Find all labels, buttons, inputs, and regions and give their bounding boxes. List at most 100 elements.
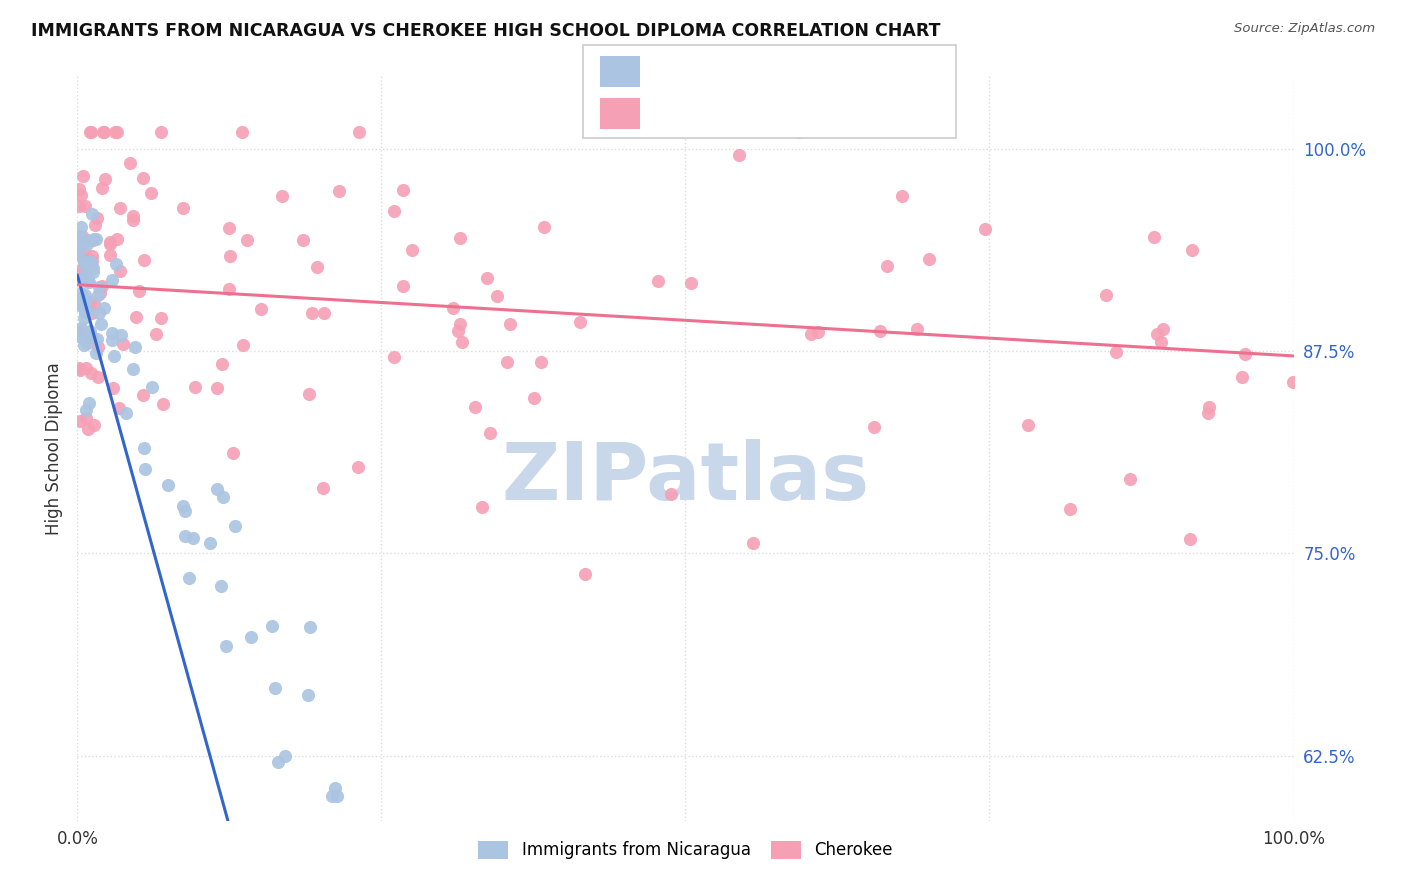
Point (79, 324, 101, 338)
Point (84, 232, 107, 246)
Text: -0.463: -0.463 (703, 62, 765, 80)
Point (83, 232, 105, 246)
Point (499, 317, 522, 331)
Point (82, 261, 104, 276)
Point (239, 630, 262, 644)
Point (86, 211, 108, 225)
Point (75, 327, 97, 342)
Point (150, 126, 173, 140)
Point (87, 305, 110, 319)
Point (267, 755, 290, 769)
Point (876, 259, 898, 273)
Point (1197, 406, 1219, 420)
Point (139, 186, 162, 201)
Point (647, 274, 669, 288)
Point (485, 288, 508, 302)
Point (1178, 532, 1201, 546)
Point (77, 233, 100, 247)
Point (134, 462, 156, 476)
Point (231, 126, 253, 140)
Point (382, 350, 405, 364)
Point (120, 156, 142, 170)
Point (907, 322, 929, 336)
Point (90, 318, 112, 332)
Point (67, 245, 90, 260)
Point (271, 189, 294, 203)
Point (72, 266, 94, 280)
Point (87, 369, 110, 384)
Point (108, 202, 131, 216)
Point (181, 531, 204, 545)
Point (479, 426, 502, 441)
Point (311, 481, 333, 495)
Point (83, 417, 105, 432)
Point (115, 406, 138, 420)
Point (93, 172, 115, 186)
Point (728, 148, 751, 162)
Point (67, 182, 90, 196)
Point (75, 410, 97, 425)
Point (70, 289, 93, 303)
Point (205, 381, 228, 395)
Point (298, 620, 321, 634)
Point (70, 321, 93, 335)
Point (124, 341, 146, 355)
Point (80, 249, 103, 263)
Point (198, 536, 221, 550)
Point (91, 278, 114, 293)
Point (75, 305, 97, 319)
Point (218, 249, 240, 263)
Point (69, 230, 91, 244)
Point (1059, 502, 1081, 516)
Point (1095, 288, 1118, 302)
Point (232, 338, 254, 352)
Point (79, 366, 101, 380)
Point (98, 248, 121, 262)
Point (863, 419, 886, 434)
Point (67, 328, 90, 343)
Point (132, 388, 155, 402)
Point (447, 324, 470, 338)
Point (222, 445, 245, 459)
Point (1152, 322, 1174, 336)
Point (149, 310, 172, 325)
Point (72, 169, 94, 183)
Point (347, 126, 370, 140)
Point (741, 535, 763, 549)
Point (76, 270, 98, 285)
Point (105, 126, 128, 140)
Point (84, 346, 107, 360)
Point (82, 306, 104, 320)
Point (263, 681, 285, 695)
Point (82, 265, 104, 279)
Point (449, 317, 471, 331)
Point (260, 619, 283, 633)
Point (211, 357, 233, 371)
Point (67, 323, 90, 337)
Point (67, 235, 90, 249)
Point (80, 126, 103, 140)
Point (89, 286, 111, 301)
Text: N =: N = (799, 103, 838, 121)
Text: 83: 83 (848, 62, 872, 80)
Point (86, 340, 108, 354)
Point (218, 282, 240, 296)
Point (328, 184, 350, 198)
Point (82, 233, 104, 247)
Point (108, 401, 131, 415)
Point (301, 306, 323, 320)
Point (131, 171, 153, 186)
Point (93, 301, 115, 315)
Point (1198, 400, 1220, 414)
Text: -0.116: -0.116 (703, 103, 772, 121)
Text: R =: R = (651, 62, 689, 80)
Point (891, 189, 914, 203)
Point (235, 233, 257, 247)
Point (401, 243, 423, 257)
Point (93, 126, 115, 140)
Point (787, 126, 810, 140)
Text: N =: N = (799, 62, 838, 80)
Point (80, 207, 103, 221)
Point (471, 500, 494, 514)
Point (1233, 347, 1256, 361)
